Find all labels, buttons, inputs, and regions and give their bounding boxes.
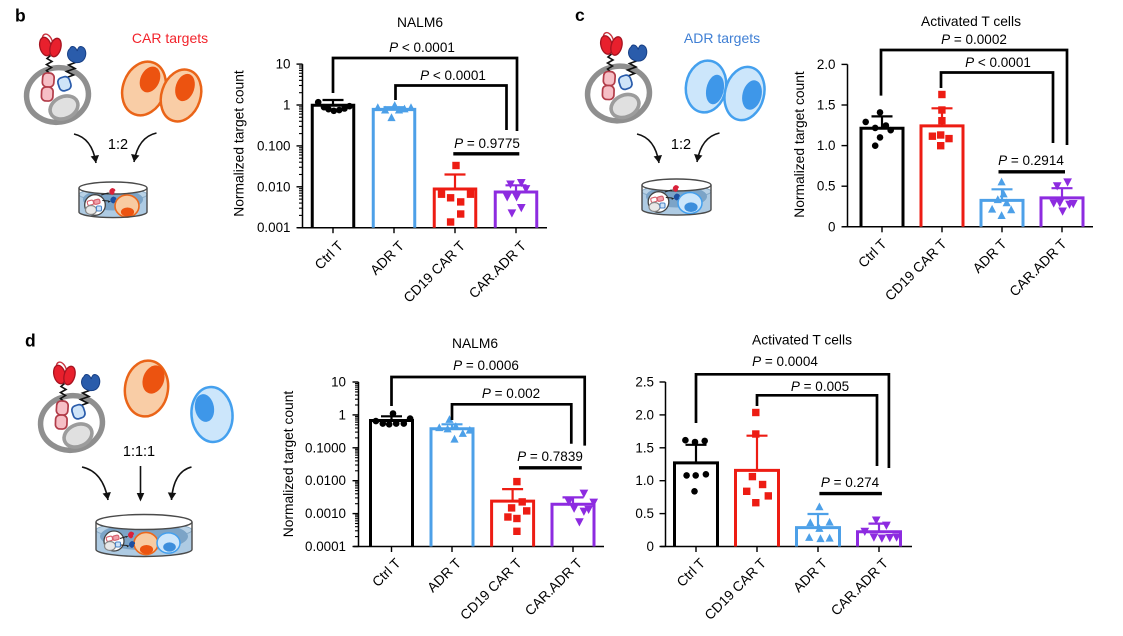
svg-text:1.0: 1.0 — [817, 138, 836, 153]
svg-text:0.010: 0.010 — [257, 179, 291, 194]
svg-text:Normalized target count: Normalized target count — [232, 70, 247, 217]
svg-text:P = 0.7839: P = 0.7839 — [517, 449, 583, 464]
svg-text:1:1:1: 1:1:1 — [123, 444, 155, 460]
svg-text:NALM6: NALM6 — [452, 336, 498, 351]
svg-text:c: c — [575, 5, 585, 25]
svg-text:1:2: 1:2 — [108, 137, 128, 153]
svg-text:b: b — [15, 6, 26, 26]
svg-text:P = 0.005: P = 0.005 — [791, 379, 849, 394]
svg-text:2.0: 2.0 — [817, 57, 836, 72]
svg-text:Normalized target count: Normalized target count — [792, 71, 807, 218]
svg-text:1.5: 1.5 — [817, 98, 836, 113]
svg-text:P = 0.002: P = 0.002 — [482, 386, 540, 401]
svg-text:10: 10 — [331, 375, 346, 390]
svg-text:Activated T cells: Activated T cells — [921, 14, 1021, 29]
svg-text:1:2: 1:2 — [671, 137, 691, 153]
svg-text:Activated T cells: Activated T cells — [752, 333, 852, 348]
svg-text:0.5: 0.5 — [817, 179, 836, 194]
svg-text:0: 0 — [647, 539, 654, 554]
svg-text:P = 0.0006: P = 0.0006 — [453, 358, 519, 373]
svg-text:0.100: 0.100 — [257, 138, 291, 153]
svg-text:0.001: 0.001 — [257, 220, 291, 235]
svg-text:1.5: 1.5 — [635, 440, 654, 455]
svg-text:P = 0.2914: P = 0.2914 — [998, 153, 1064, 168]
svg-text:0.0001: 0.0001 — [305, 539, 346, 554]
svg-text:10: 10 — [276, 57, 291, 72]
svg-text:CAR targets: CAR targets — [132, 30, 208, 46]
svg-text:1: 1 — [283, 98, 290, 113]
svg-text:0: 0 — [828, 219, 835, 234]
svg-text:ADR targets: ADR targets — [684, 30, 760, 46]
svg-text:0.5: 0.5 — [635, 506, 654, 521]
svg-text:P = 0.9775: P = 0.9775 — [454, 136, 520, 151]
svg-text:2.5: 2.5 — [635, 375, 654, 390]
svg-text:2.0: 2.0 — [635, 407, 654, 422]
svg-text:NALM6: NALM6 — [397, 15, 443, 30]
svg-text:P = 0.0004: P = 0.0004 — [752, 354, 818, 369]
svg-text:P = 0.0002: P = 0.0002 — [941, 32, 1007, 47]
svg-text:1: 1 — [339, 407, 346, 422]
svg-text:P < 0.0001: P < 0.0001 — [420, 68, 486, 83]
svg-text:P = 0.274: P = 0.274 — [821, 475, 880, 490]
svg-text:Normalized target count: Normalized target count — [281, 391, 296, 538]
svg-text:1.0: 1.0 — [635, 473, 654, 488]
svg-text:0.0100: 0.0100 — [305, 473, 346, 488]
svg-text:0.0010: 0.0010 — [305, 506, 346, 521]
svg-text:d: d — [25, 331, 36, 351]
svg-text:0.1000: 0.1000 — [305, 440, 346, 455]
svg-text:P < 0.0001: P < 0.0001 — [965, 55, 1031, 70]
svg-text:P < 0.0001: P < 0.0001 — [389, 40, 455, 55]
